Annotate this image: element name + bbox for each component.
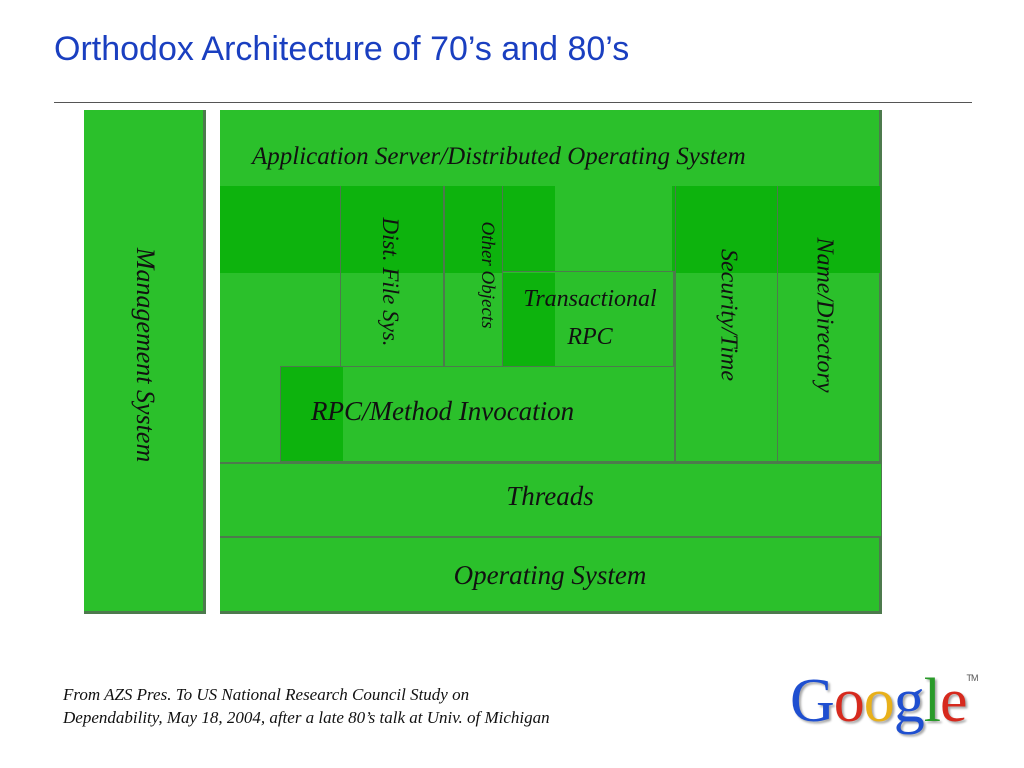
title-divider — [54, 102, 972, 103]
dist-file-sys-label: Dist. File Sys. — [378, 217, 403, 347]
threads-label: Threads — [506, 481, 594, 511]
app-server-band-security — [672, 186, 778, 273]
logo-trademark: TM — [966, 673, 979, 683]
management-system-label: Management System — [131, 247, 160, 463]
security-time-label: Security/Time — [715, 249, 742, 381]
logo-letter: o — [863, 667, 895, 735]
logo-letter: o — [833, 667, 865, 735]
app-server-band-directory — [778, 186, 880, 273]
management-system-block — [84, 110, 206, 614]
transactional-rpc-label-1: Transactional — [523, 286, 657, 312]
source-footnote: From AZS Pres. To US National Research C… — [63, 683, 550, 729]
app-server-label: Application Server/Distributed Operating… — [252, 143, 746, 170]
page-title: Orthodox Architecture of 70’s and 80’s — [54, 30, 630, 68]
transactional-rpc-accent — [503, 273, 555, 367]
app-server-band-objects — [445, 186, 555, 273]
security-time-block — [675, 186, 778, 462]
google-logo: GoogleTM — [790, 666, 979, 737]
app-server-band-dfs — [340, 186, 445, 273]
transactional-rpc-label-2: RPC — [567, 324, 613, 350]
other-objects-label: Other Objects — [477, 221, 498, 329]
threads-block — [220, 462, 882, 538]
footnote-line-2: Dependability, May 18, 2004, after a lat… — [63, 708, 550, 727]
logo-letter: g — [893, 667, 925, 735]
name-directory-block — [778, 186, 882, 462]
logo-letter: G — [790, 667, 835, 735]
rpc-method-label: RPC/Method Invocation — [311, 396, 575, 426]
logo-letter: e — [940, 667, 968, 735]
footnote-line-1: From AZS Pres. To US National Research C… — [63, 685, 470, 704]
rpc-method-accent — [281, 367, 343, 461]
rpc-method-block — [280, 366, 676, 462]
name-directory-label: Name/Directory — [811, 237, 838, 393]
operating-system-label: Operating System — [453, 560, 647, 590]
app-server-band-left — [220, 186, 340, 273]
logo-letter: l — [923, 667, 941, 735]
